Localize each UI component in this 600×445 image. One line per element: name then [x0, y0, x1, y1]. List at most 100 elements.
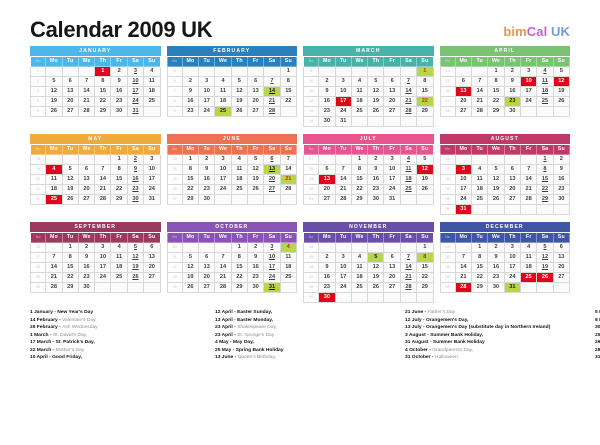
day-cell[interactable]: 19 [126, 262, 145, 274]
day-cell[interactable]: 3 [334, 252, 352, 264]
day-cell[interactable]: 18 [45, 184, 63, 196]
day-cell[interactable]: 9 [198, 164, 216, 176]
day-cell[interactable]: 30 [318, 292, 336, 304]
day-cell[interactable]: 4 [45, 164, 63, 176]
day-cell[interactable]: 15 [350, 174, 369, 186]
day-cell[interactable]: 13 [552, 252, 571, 264]
day-cell[interactable]: 2 [198, 154, 216, 166]
day-cell[interactable]: 19 [367, 96, 385, 108]
day-cell[interactable]: 20 [454, 96, 473, 108]
day-cell[interactable]: 19 [61, 184, 79, 196]
day-cell[interactable]: 11 [519, 252, 538, 264]
day-cell[interactable]: 6 [263, 154, 281, 166]
day-cell[interactable]: 19 [367, 272, 385, 284]
day-cell[interactable]: 22 [536, 184, 554, 196]
day-cell[interactable]: 24 [519, 96, 538, 108]
day-cell[interactable]: 25 [519, 272, 538, 284]
day-cell[interactable]: 28 [94, 194, 112, 206]
day-cell[interactable]: 25 [279, 272, 298, 284]
day-cell[interactable]: 1 [471, 242, 489, 254]
day-cell[interactable]: 22 [94, 96, 112, 108]
day-cell[interactable]: 27 [246, 106, 265, 118]
day-cell[interactable]: 24 [383, 184, 401, 196]
day-cell[interactable]: 14 [399, 86, 418, 98]
day-cell[interactable]: 30 [126, 194, 145, 206]
day-cell[interactable]: 18 [350, 96, 369, 108]
day-cell[interactable]: 16 [198, 174, 216, 186]
day-cell[interactable]: 2 [552, 154, 571, 166]
day-cell[interactable]: 23 [110, 96, 128, 108]
day-cell[interactable]: 12 [536, 252, 554, 264]
day-cell[interactable]: 27 [198, 282, 216, 294]
day-cell[interactable]: 14 [77, 86, 96, 98]
day-cell[interactable]: 27 [383, 106, 401, 118]
day-cell[interactable]: 19 [536, 262, 554, 274]
day-cell[interactable]: 8 [61, 252, 79, 264]
day-cell[interactable]: 1 [487, 66, 505, 78]
day-cell[interactable]: 20 [61, 96, 79, 108]
day-cell[interactable]: 23 [367, 184, 385, 196]
day-cell[interactable]: 22 [350, 184, 369, 196]
day-cell[interactable]: 18 [110, 262, 128, 274]
day-cell[interactable]: 22 [110, 184, 128, 196]
day-cell[interactable]: 8 [416, 76, 434, 88]
day-cell[interactable]: 14 [471, 86, 489, 98]
day-cell[interactable]: 15 [416, 262, 434, 274]
day-cell[interactable]: 22 [416, 96, 434, 108]
day-cell[interactable]: 11 [110, 252, 128, 264]
day-cell[interactable]: 23 [198, 184, 216, 196]
day-cell[interactable]: 3 [214, 154, 232, 166]
day-cell[interactable]: 15 [416, 86, 434, 98]
day-cell[interactable]: 27 [503, 194, 521, 206]
day-cell[interactable]: 7 [334, 164, 352, 176]
day-cell[interactable]: 11 [399, 164, 418, 176]
day-cell[interactable]: 17 [519, 86, 538, 98]
day-cell[interactable]: 6 [198, 252, 216, 264]
day-cell[interactable]: 21 [263, 96, 281, 108]
day-cell[interactable]: 24 [454, 194, 473, 206]
day-cell[interactable]: 18 [471, 184, 489, 196]
day-cell[interactable]: 3 [383, 154, 401, 166]
day-cell[interactable]: 13 [318, 174, 336, 186]
day-cell[interactable]: 12 [246, 164, 265, 176]
day-cell[interactable]: 4 [230, 154, 248, 166]
day-cell[interactable]: 23 [126, 184, 145, 196]
day-cell[interactable]: 24 [334, 282, 352, 294]
day-cell[interactable]: 19 [487, 184, 505, 196]
day-cell[interactable]: 11 [350, 262, 369, 274]
day-cell[interactable]: 24 [334, 106, 352, 118]
day-cell[interactable]: 1 [181, 154, 200, 166]
day-cell[interactable]: 9 [318, 86, 336, 98]
day-cell[interactable]: 7 [45, 252, 63, 264]
day-cell[interactable]: 13 [143, 252, 161, 264]
day-cell[interactable]: 4 [519, 242, 538, 254]
day-cell[interactable]: 4 [350, 252, 369, 264]
day-cell[interactable]: 1 [279, 66, 298, 78]
day-cell[interactable]: 26 [416, 184, 434, 196]
day-cell[interactable]: 26 [230, 106, 248, 118]
day-cell[interactable]: 25 [45, 194, 63, 206]
day-cell[interactable]: 3 [263, 242, 281, 254]
day-cell[interactable]: 4 [279, 242, 298, 254]
day-cell[interactable]: 7 [399, 76, 418, 88]
day-cell[interactable]: 20 [198, 272, 216, 284]
day-cell[interactable]: 3 [334, 76, 352, 88]
day-cell[interactable]: 6 [77, 164, 96, 176]
day-cell[interactable]: 13 [383, 262, 401, 274]
day-cell[interactable]: 14 [519, 174, 538, 186]
day-cell[interactable]: 10 [454, 174, 473, 186]
day-cell[interactable]: 25 [399, 184, 418, 196]
day-cell[interactable]: 26 [181, 282, 200, 294]
day-cell[interactable]: 29 [230, 282, 248, 294]
day-cell[interactable]: 7 [471, 76, 489, 88]
day-cell[interactable]: 24 [143, 184, 161, 196]
day-cell[interactable]: 3 [503, 242, 521, 254]
day-cell[interactable]: 8 [350, 164, 369, 176]
day-cell[interactable]: 25 [350, 282, 369, 294]
day-cell[interactable]: 2 [487, 242, 505, 254]
day-cell[interactable]: 9 [77, 252, 96, 264]
day-cell[interactable]: 27 [61, 106, 79, 118]
day-cell[interactable]: 31 [143, 194, 161, 206]
day-cell[interactable]: 17 [143, 174, 161, 186]
day-cell[interactable]: 6 [503, 164, 521, 176]
